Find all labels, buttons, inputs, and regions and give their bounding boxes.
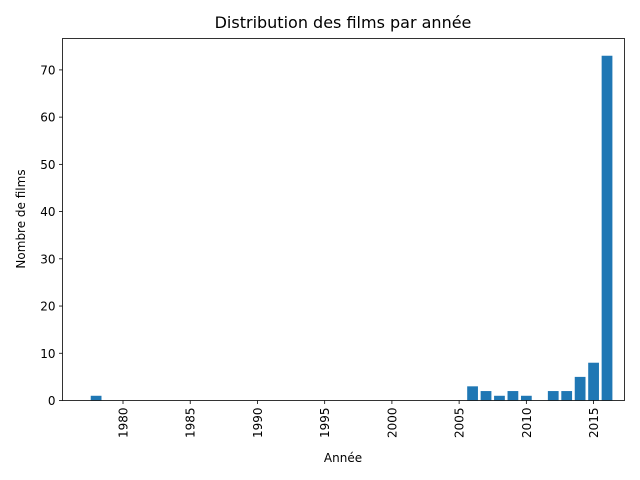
bars-group [90, 55, 613, 401]
bar-2006 [467, 386, 478, 401]
x-tick-label-1985: 1985 [184, 408, 198, 439]
x-ticks-group: 1980 1985 1990 1995 2000 2005 2010 2015 [117, 400, 601, 439]
bar-2008 [494, 395, 505, 401]
bar-2007 [480, 391, 492, 401]
x-tick-label-2005: 2005 [453, 408, 467, 439]
bar-2012 [547, 391, 559, 401]
chart-title: Distribution des films par année [215, 13, 472, 32]
y-tick-label-70: 70 [40, 63, 55, 77]
y-ticks-group: 0 10 20 30 40 50 60 70 [40, 63, 63, 408]
y-tick-label-20: 20 [40, 300, 55, 314]
bar-2009 [507, 391, 519, 401]
x-axis-label: Année [324, 451, 362, 465]
x-tick-label-2000: 2000 [385, 408, 399, 439]
plot-frame [62, 38, 625, 401]
x-tick-label-1980: 1980 [117, 408, 131, 439]
x-tick-label-2010: 2010 [520, 408, 534, 439]
y-tick-label-30: 30 [40, 252, 55, 266]
y-tick-label-50: 50 [40, 158, 55, 172]
bar-2016 [601, 55, 613, 401]
y-tick-label-60: 60 [40, 111, 55, 125]
bar-2014 [574, 376, 586, 401]
bar-2015 [588, 362, 599, 401]
y-axis-label: Nombre de films [14, 169, 28, 268]
bar-2010 [520, 395, 532, 401]
bar-1978 [90, 395, 102, 401]
x-tick-label-2015: 2015 [587, 408, 601, 439]
x-tick-label-1990: 1990 [251, 408, 265, 439]
bar-2013 [561, 391, 573, 401]
y-tick-label-0: 0 [48, 394, 56, 408]
x-tick-label-1995: 1995 [318, 408, 332, 439]
y-tick-label-10: 10 [40, 347, 55, 361]
y-tick-label-40: 40 [40, 205, 55, 219]
